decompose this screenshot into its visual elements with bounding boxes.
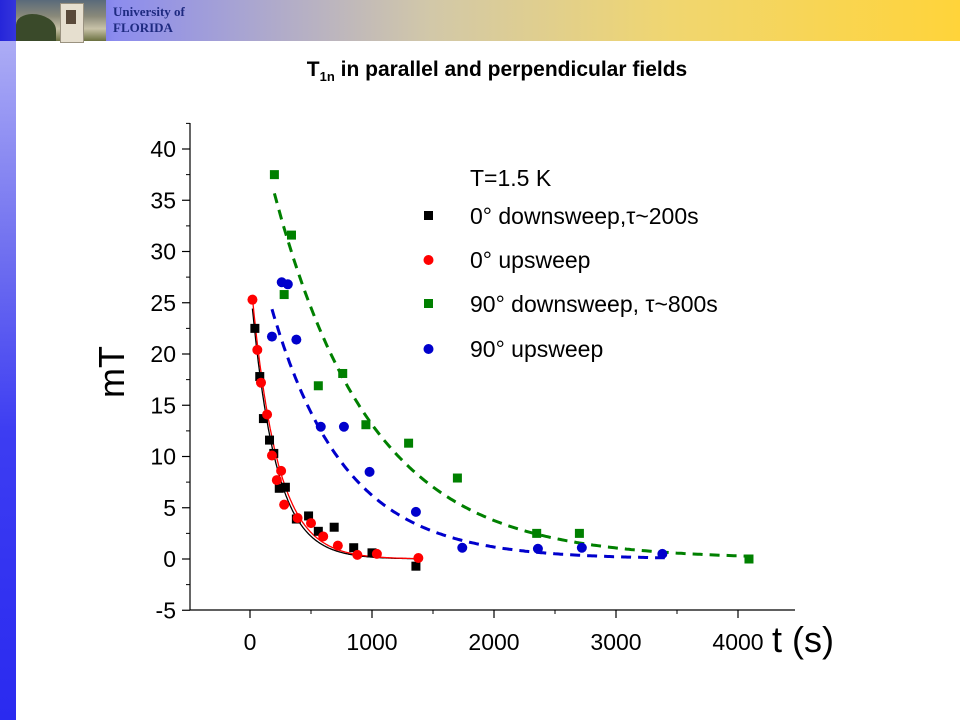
fit-curve <box>270 308 665 560</box>
data-point-circle <box>306 518 316 529</box>
data-point-circle <box>338 421 349 432</box>
tree-shape <box>16 14 56 41</box>
data-point-square <box>452 473 462 483</box>
data-point-circle <box>292 513 303 523</box>
y-tick-label: 30 <box>150 239 176 265</box>
slide-title: T1n in parallel and perpendicular fields <box>0 58 960 84</box>
y-tick-label: 40 <box>150 136 176 162</box>
y-tick-label: 20 <box>150 341 176 367</box>
data-point-square <box>304 511 314 521</box>
data-point-square <box>744 554 754 564</box>
data-point-square <box>286 230 296 240</box>
university-tower-photo <box>16 0 106 43</box>
data-point-circle <box>252 344 263 355</box>
legend-label: 90° downsweep, τ~800s <box>470 291 718 317</box>
data-point-circle <box>657 548 668 559</box>
data-point-circle <box>262 409 273 420</box>
left-accent-bar <box>0 0 16 720</box>
x-tick-label: 4000 <box>712 629 763 655</box>
data-point-square <box>280 482 290 492</box>
data-point-circle <box>291 334 302 345</box>
university-logo-text: University of FLORIDA <box>113 4 223 36</box>
data-point-square <box>279 290 289 300</box>
data-point-circle <box>576 542 587 553</box>
data-point-circle <box>282 279 293 290</box>
data-point-square <box>349 543 359 553</box>
x-tick-label: 1000 <box>346 629 397 655</box>
data-point-circle <box>532 543 543 554</box>
data-point-circle <box>315 421 326 432</box>
data-point-square <box>532 528 542 538</box>
title-main: T <box>306 58 320 81</box>
data-point-square <box>574 528 584 538</box>
y-axis-title: mT <box>91 346 132 398</box>
fit-curve <box>251 298 421 560</box>
y-tick-label: 5 <box>163 495 176 521</box>
y-tick-label: 35 <box>150 187 176 213</box>
legend-label: 90° upsweep <box>470 336 603 362</box>
data-point-circle <box>279 499 290 510</box>
title-rest: in parallel and perpendicular fields <box>334 58 688 81</box>
data-point-square <box>313 381 323 391</box>
data-point-circle <box>457 542 468 553</box>
x-tick-label: 3000 <box>590 629 641 655</box>
data-point-square <box>329 522 339 532</box>
y-tick-label: -5 <box>156 597 176 623</box>
top-accent-bar <box>0 0 960 41</box>
temperature-annotation: T=1.5 K <box>470 165 552 191</box>
tower-window <box>66 10 76 24</box>
y-tick-label: 15 <box>150 392 176 418</box>
university-line-2: FLORIDA <box>113 20 173 35</box>
legend-label: 0° downsweep,τ~200s <box>470 203 699 229</box>
data-point-square <box>361 420 371 430</box>
data-point-circle <box>266 331 277 342</box>
data-point-square <box>313 526 323 536</box>
data-point-circle <box>413 552 424 563</box>
legend-marker-circle <box>423 255 434 265</box>
x-tick-label: 0 <box>244 629 257 655</box>
data-point-circle <box>255 377 266 388</box>
title-subscript: 1n <box>319 69 335 85</box>
x-tick-label: 2000 <box>468 629 519 655</box>
data-point-circle <box>410 506 421 517</box>
data-point-circle <box>364 466 375 477</box>
data-point-circle <box>266 450 277 461</box>
data-point-square <box>258 414 268 424</box>
data-point-circle <box>276 465 287 476</box>
legend-marker-circle <box>423 344 434 354</box>
data-point-square <box>265 435 275 445</box>
data-point-square <box>250 323 260 333</box>
legend-marker-square <box>424 299 433 308</box>
y-tick-label: 0 <box>163 546 176 572</box>
data-point-square <box>269 170 279 180</box>
data-point-circle <box>352 549 363 560</box>
data-point-circle <box>271 475 282 486</box>
x-axis-title: t (s) <box>772 619 834 660</box>
data-point-circle <box>332 540 343 551</box>
legend-label: 0° upsweep <box>470 247 590 273</box>
data-point-square <box>411 561 421 571</box>
fit-curve <box>272 193 751 558</box>
data-point-circle <box>247 294 258 305</box>
data-point-square <box>274 483 284 493</box>
data-point-square <box>338 368 348 378</box>
y-tick-label: 25 <box>150 290 176 316</box>
university-line-1: University of <box>113 4 185 19</box>
data-point-circle <box>371 548 382 559</box>
data-point-circle <box>318 531 329 542</box>
fit-curve <box>251 308 421 560</box>
legend-marker-square <box>424 211 433 220</box>
data-point-square <box>404 438 414 448</box>
y-tick-label: 10 <box>150 444 176 470</box>
data-point-square <box>255 372 265 382</box>
